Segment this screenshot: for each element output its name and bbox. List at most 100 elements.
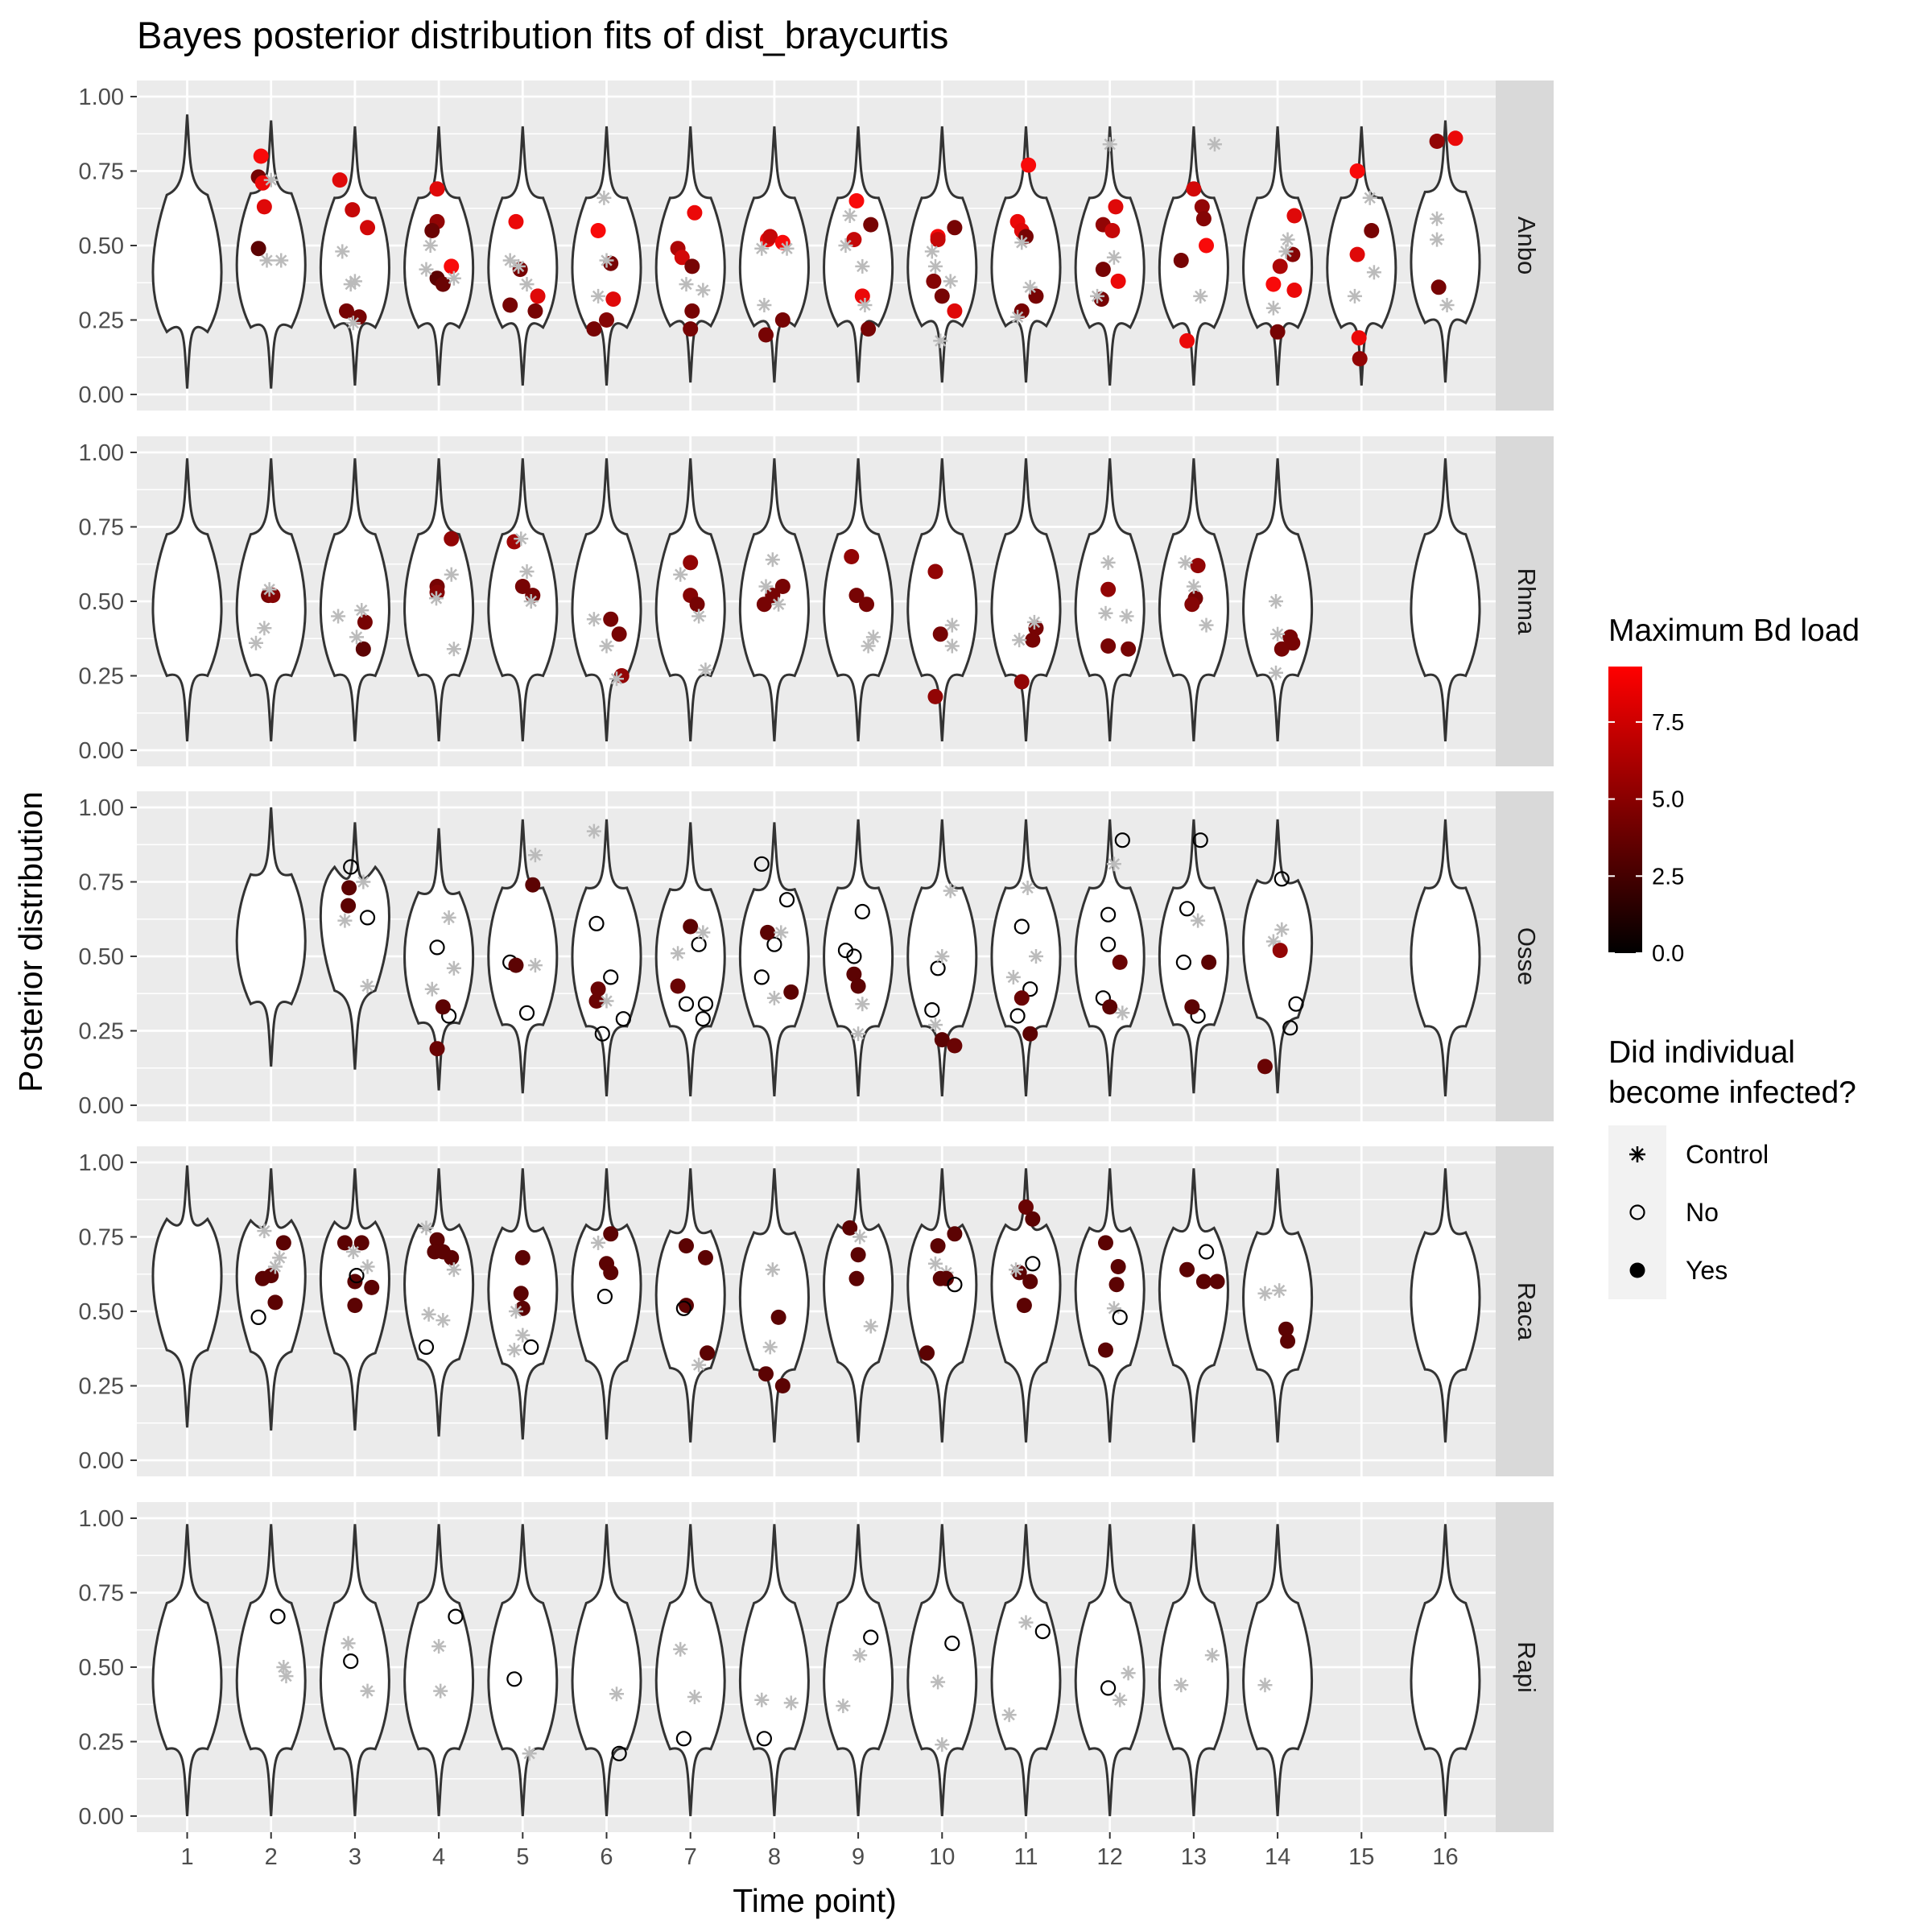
point-infected xyxy=(1199,237,1215,254)
point-infected xyxy=(1364,223,1380,238)
point-control xyxy=(1430,211,1445,226)
legend-key-bg xyxy=(1608,1183,1666,1241)
y-tick-label: 0.75 xyxy=(79,1581,124,1607)
point-infected xyxy=(947,1038,963,1054)
legend-filled-circle-icon xyxy=(1629,1262,1645,1278)
violin xyxy=(1242,1168,1314,1443)
point-infected xyxy=(360,220,376,236)
point-not-infected xyxy=(418,1339,435,1356)
point-control xyxy=(927,1018,943,1033)
point-infected xyxy=(603,611,619,627)
point-infected xyxy=(1278,1321,1294,1337)
violin xyxy=(1410,120,1481,383)
point-control xyxy=(865,630,881,645)
x-tick-label: 11 xyxy=(1013,1844,1038,1870)
violin xyxy=(319,126,390,386)
point-control xyxy=(444,567,459,582)
violin xyxy=(235,807,307,1067)
y-tick-label: 0.75 xyxy=(79,870,124,896)
point-infected xyxy=(683,555,699,571)
point-control xyxy=(1265,300,1281,316)
point-control xyxy=(852,1648,868,1663)
point-infected xyxy=(848,1270,865,1286)
point-not-infected xyxy=(753,969,770,985)
point-control xyxy=(609,1686,625,1702)
legend-item-label: No xyxy=(1686,1198,1719,1227)
violin xyxy=(403,1524,475,1817)
point-control xyxy=(765,1262,780,1278)
point-control xyxy=(1119,609,1134,624)
point-infected xyxy=(586,321,602,337)
point-control xyxy=(345,1245,361,1259)
point-control xyxy=(419,1220,434,1236)
point-control xyxy=(433,1683,448,1699)
point-not-infected xyxy=(343,859,359,875)
y-tick-label: 0.75 xyxy=(79,159,124,185)
violin xyxy=(990,1524,1062,1817)
point-control xyxy=(1257,1678,1273,1693)
point-infected xyxy=(435,999,451,1015)
point-not-infected xyxy=(1288,996,1304,1012)
point-control xyxy=(586,612,601,627)
point-not-infected xyxy=(1114,832,1130,848)
point-infected xyxy=(1013,990,1030,1006)
point-infected xyxy=(514,1249,530,1265)
point-control xyxy=(1269,665,1284,680)
chart-title: Bayes posterior distribution fits of dis… xyxy=(137,14,948,56)
point-infected xyxy=(1028,288,1044,304)
point-infected xyxy=(927,688,943,704)
point-not-infected xyxy=(675,1731,691,1747)
point-control xyxy=(696,925,711,940)
point-not-infected xyxy=(1034,1623,1051,1640)
violin xyxy=(151,1524,223,1817)
point-infected xyxy=(947,1226,963,1242)
point-not-infected xyxy=(448,1608,464,1624)
point-infected xyxy=(842,1220,858,1236)
legend-item-label: Control xyxy=(1686,1140,1769,1169)
point-control xyxy=(586,824,601,839)
point-infected xyxy=(848,193,865,208)
point-control xyxy=(1199,617,1214,633)
y-tick-label: 0.75 xyxy=(79,515,124,541)
point-control xyxy=(1005,969,1021,985)
point-infected xyxy=(1286,208,1302,224)
point-not-infected xyxy=(1175,954,1191,971)
point-infected xyxy=(774,312,791,328)
point-control xyxy=(1113,1692,1128,1707)
point-infected xyxy=(1108,199,1124,215)
point-not-infected xyxy=(429,939,445,956)
y-tick-label: 1.00 xyxy=(79,1506,124,1532)
point-not-infected xyxy=(1282,1020,1298,1036)
point-control xyxy=(855,258,870,274)
point-infected xyxy=(588,993,605,1009)
point-infected xyxy=(1104,223,1121,238)
point-infected xyxy=(444,530,460,547)
point-control xyxy=(838,238,853,253)
violin xyxy=(403,828,475,1091)
facet-osse: 0.00 0.25 0.50 0.75 1.00 Osse xyxy=(79,791,1554,1121)
point-control xyxy=(248,635,263,650)
point-not-infected xyxy=(1022,981,1038,997)
point-control xyxy=(1174,1678,1189,1693)
x-tick-label: 10 xyxy=(929,1844,955,1870)
point-infected xyxy=(1429,134,1445,149)
violin xyxy=(487,1524,559,1817)
point-control xyxy=(609,671,625,687)
y-tick-label: 1.00 xyxy=(79,795,124,821)
point-control xyxy=(927,1256,943,1271)
point-control xyxy=(931,1674,946,1690)
point-control xyxy=(757,298,772,312)
point-infected xyxy=(683,919,699,935)
point-control xyxy=(679,277,694,292)
point-infected xyxy=(341,898,357,914)
point-infected xyxy=(1179,1261,1195,1278)
point-infected xyxy=(1016,1298,1032,1314)
point-control xyxy=(863,1319,878,1334)
point-not-infected xyxy=(603,969,619,985)
point-infected xyxy=(861,321,877,337)
point-control xyxy=(1362,190,1377,205)
violin xyxy=(319,1524,390,1817)
violin xyxy=(1410,1524,1481,1817)
point-infected xyxy=(926,273,942,289)
point-not-infected xyxy=(1013,919,1030,935)
